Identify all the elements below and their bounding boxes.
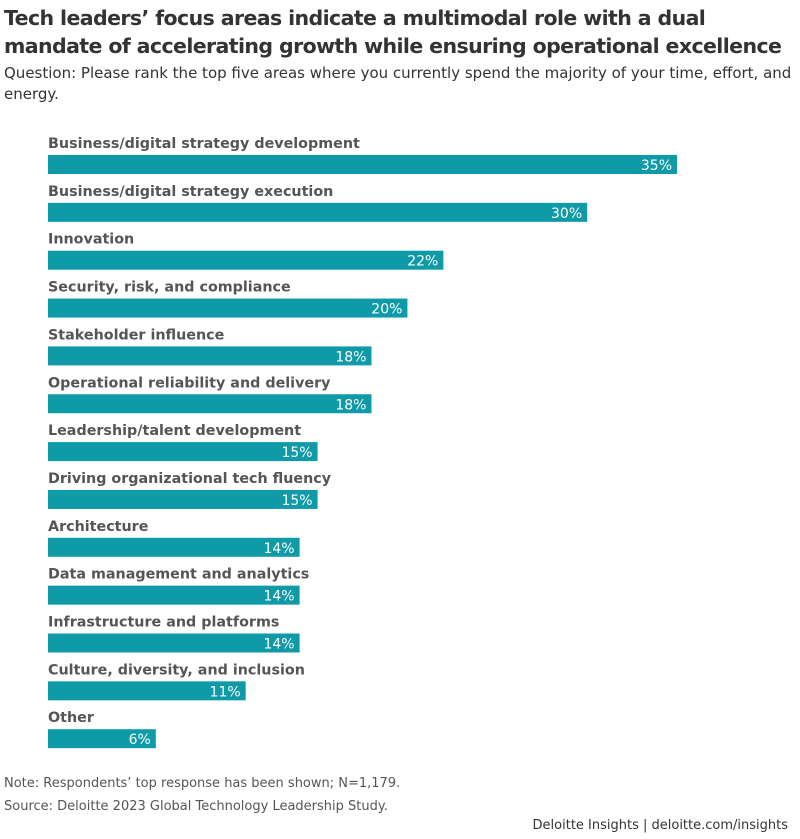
category-label: Architecture: [48, 519, 148, 535]
bar: [48, 633, 300, 653]
category-label: Culture, diversity, and inclusion: [48, 662, 305, 678]
value-label: 11%: [210, 684, 241, 700]
bar: [48, 442, 318, 462]
value-label: 14%: [263, 589, 294, 605]
category-label: Business/digital strategy development: [48, 136, 360, 152]
bar: [48, 298, 408, 318]
value-label: 18%: [335, 349, 366, 365]
chart-subtitle: Question: Please rank the top five areas…: [4, 64, 792, 103]
bar: [48, 585, 300, 605]
value-label: 35%: [641, 158, 672, 174]
value-label: 14%: [263, 637, 294, 653]
bar: [48, 202, 588, 222]
category-label: Data management and analytics: [48, 567, 309, 583]
value-label: 6%: [129, 732, 151, 748]
source-note: Source: Deloitte 2023 Global Technology …: [4, 799, 388, 814]
category-label: Other: [48, 710, 95, 726]
value-label: 22%: [407, 254, 438, 270]
bar: [48, 729, 156, 749]
bar: [48, 681, 246, 701]
category-label: Driving organizational tech fluency: [48, 471, 332, 487]
bar: [48, 250, 444, 270]
value-label: 14%: [263, 541, 294, 557]
bar: [48, 537, 300, 557]
category-label: Business/digital strategy execution: [48, 184, 333, 200]
category-label: Stakeholder influence: [48, 327, 224, 343]
value-label: 15%: [281, 445, 312, 461]
category-label: Security, risk, and compliance: [48, 280, 291, 296]
category-label: Infrastructure and platforms: [48, 615, 279, 631]
bar: [48, 155, 677, 174]
value-label: 30%: [551, 206, 582, 222]
category-label: Leadership/talent development: [48, 423, 301, 439]
footnote: Note: Respondents’ top response has been…: [4, 776, 401, 791]
value-label: 18%: [335, 397, 366, 413]
bar: [48, 489, 318, 509]
chart-title: Tech leaders’ focus areas indicate a mul…: [4, 6, 782, 58]
bar: [48, 394, 372, 414]
category-label: Innovation: [48, 232, 134, 248]
bar: [48, 346, 372, 366]
bar-chart: Business/digital strategy development 35%…: [48, 136, 677, 749]
value-label: 15%: [281, 493, 312, 509]
brand-footer: Deloitte Insights | deloitte.com/insight…: [532, 818, 788, 833]
value-label: 20%: [371, 302, 402, 318]
category-label: Operational reliability and delivery: [48, 375, 331, 391]
